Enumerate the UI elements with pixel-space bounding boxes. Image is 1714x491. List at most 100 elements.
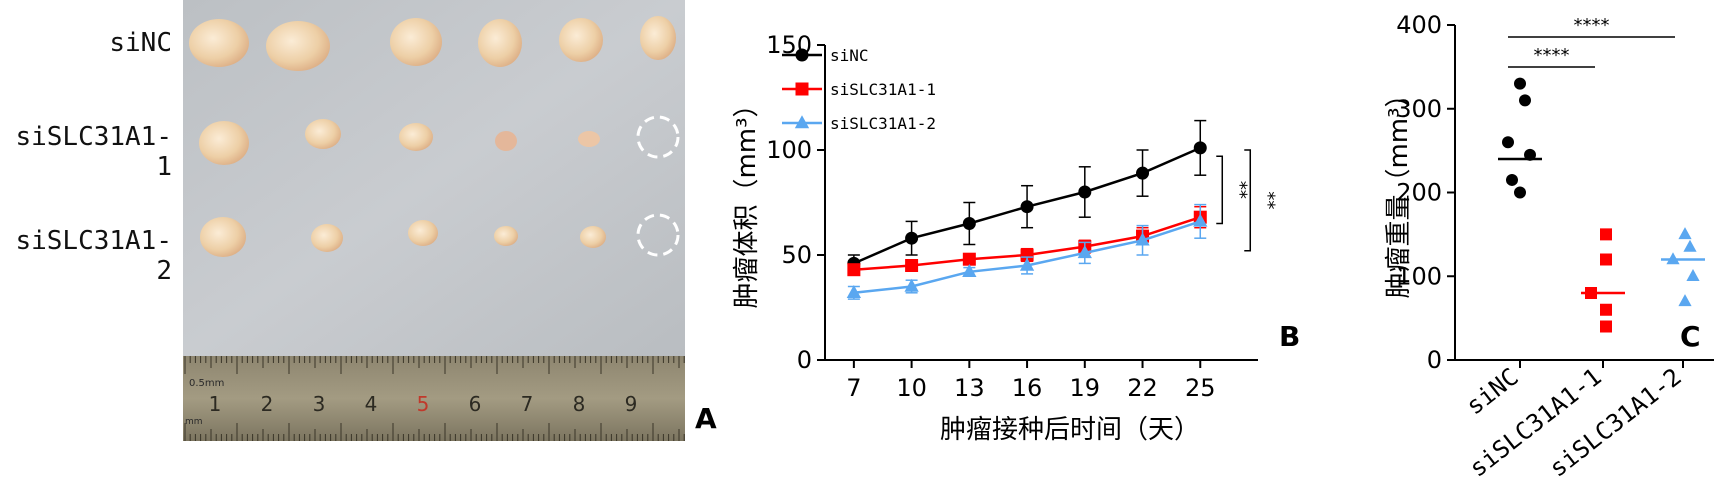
row-label-sislc31a1-1: siSLC31A1-1 xyxy=(15,122,172,182)
ruler-number: 1 xyxy=(209,392,222,416)
data-point xyxy=(1193,141,1207,155)
y-tick-label: 0 xyxy=(1427,346,1442,374)
tumor xyxy=(478,19,522,67)
x-tick-label: 22 xyxy=(1127,374,1158,402)
data-point xyxy=(1020,200,1034,214)
significance-label: ** xyxy=(1257,191,1278,209)
tumor xyxy=(495,131,517,151)
data-point xyxy=(1683,239,1697,252)
tumor xyxy=(408,220,438,246)
tumor xyxy=(305,119,341,149)
data-point xyxy=(1135,232,1150,246)
data-point xyxy=(1019,257,1035,271)
panel-letter-c: C xyxy=(1680,320,1701,353)
data-point xyxy=(1600,228,1612,241)
ruler-unit-label-2: mm xyxy=(185,417,203,427)
tumor xyxy=(399,123,433,151)
data-point xyxy=(1678,294,1692,307)
tumor xyxy=(494,226,518,246)
significance-bracket xyxy=(1216,155,1224,225)
data-point xyxy=(1502,136,1514,149)
y-tick-label: 300 xyxy=(1396,95,1442,123)
data-point xyxy=(1077,245,1092,259)
panel-letter-a: A xyxy=(695,402,717,435)
x-axis-label: 肿瘤接种后时间（天） xyxy=(940,415,1200,445)
y-tick-label: 100 xyxy=(766,136,812,164)
legend-marker xyxy=(794,115,810,129)
data-point xyxy=(1524,148,1536,161)
panel-letter-b: B xyxy=(1279,320,1301,353)
tumor xyxy=(390,18,442,66)
ruler xyxy=(183,356,685,441)
row-label-sinc: siNC xyxy=(109,28,172,58)
x-tick-label: 16 xyxy=(1012,374,1043,402)
data-point xyxy=(1600,253,1612,266)
tumor xyxy=(266,21,330,71)
tumor xyxy=(311,224,343,252)
ruler-number: 9 xyxy=(625,392,638,416)
y-tick-label: 50 xyxy=(781,241,812,269)
data-point xyxy=(905,231,919,245)
legend-label: siNC xyxy=(830,46,869,65)
y-tick-label: 400 xyxy=(1396,11,1442,39)
data-point xyxy=(1519,94,1531,107)
empty-tumor-circle xyxy=(636,213,680,257)
ruler-number: 5 xyxy=(417,392,430,416)
ruler-ticks xyxy=(184,356,685,441)
data-point xyxy=(962,264,977,277)
tumor xyxy=(578,131,600,147)
tumor xyxy=(580,226,606,248)
significance-bracket xyxy=(1244,149,1252,252)
legend-label: siSLC31A1-1 xyxy=(830,80,936,99)
data-point xyxy=(1600,303,1612,316)
row-label-sislc31a1-2: siSLC31A1-2 xyxy=(15,226,172,286)
legend-label: siSLC31A1-2 xyxy=(830,114,936,133)
data-point xyxy=(1193,213,1208,227)
chart-c: 0100200300400siNCsiSLC31A1-1siSLC31A1-2*… xyxy=(1384,11,1714,483)
data-point xyxy=(847,263,861,277)
significance-label: **** xyxy=(1574,15,1610,36)
y-axis-label: 肿瘤重量（mm³） xyxy=(1384,81,1414,298)
ruler-unit-label: 0.5mm xyxy=(189,378,224,389)
ruler-number: 7 xyxy=(521,392,534,416)
tumor xyxy=(189,19,249,67)
data-point xyxy=(1020,248,1034,262)
significance-label: ** xyxy=(1229,181,1250,199)
tumor xyxy=(559,18,603,62)
y-tick-label: 0 xyxy=(797,346,812,374)
y-tick-label: 100 xyxy=(1396,262,1442,290)
x-tick-label: 25 xyxy=(1185,374,1216,402)
y-axis-label: 肿瘤体积（mm³） xyxy=(732,91,762,308)
data-point xyxy=(1136,166,1150,180)
data-point xyxy=(1514,186,1526,199)
tumor xyxy=(200,217,246,257)
data-point xyxy=(904,278,919,292)
paper-background xyxy=(183,0,685,356)
data-point xyxy=(905,259,919,272)
data-point xyxy=(962,252,976,266)
tumor xyxy=(199,121,249,165)
data-point xyxy=(962,217,976,230)
data-point xyxy=(1078,185,1092,199)
ruler-number: 6 xyxy=(469,392,482,416)
ruler-number: 8 xyxy=(573,392,586,416)
y-tick-label: 200 xyxy=(1396,179,1442,207)
data-point xyxy=(1678,227,1692,240)
data-point xyxy=(1506,173,1518,186)
data-point xyxy=(846,285,862,298)
x-tick-label: 10 xyxy=(896,374,927,402)
x-tick-label: 13 xyxy=(954,374,985,402)
legend-marker xyxy=(795,82,809,96)
data-point xyxy=(1585,287,1597,299)
ruler-number: 3 xyxy=(313,392,326,416)
empty-tumor-circle xyxy=(636,115,680,159)
x-tick-label: 7 xyxy=(846,374,861,402)
data-point xyxy=(1600,320,1612,333)
significance-label: **** xyxy=(1534,45,1570,66)
data-point xyxy=(1666,252,1680,265)
data-point xyxy=(1686,269,1700,282)
ruler-numbers: 1 2 3 4 5 6 7 8 9 xyxy=(209,392,638,416)
data-point xyxy=(1514,77,1526,90)
ruler-number: 4 xyxy=(365,392,378,416)
